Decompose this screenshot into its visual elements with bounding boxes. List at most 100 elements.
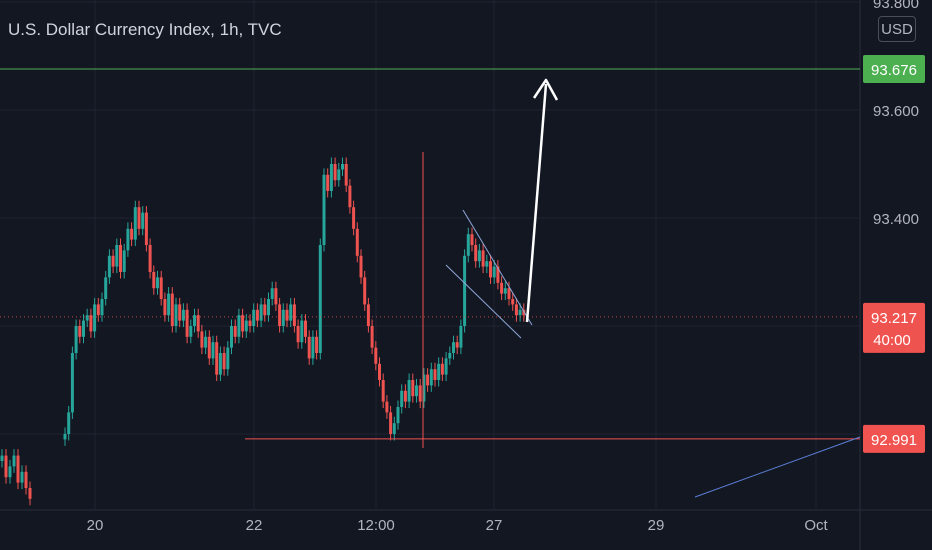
price-label-box	[863, 54, 925, 83]
projection-arrow-shaft	[525, 83, 548, 323]
candle	[96, 304, 100, 316]
candle	[503, 288, 507, 294]
x-tick-label: Oct	[804, 517, 828, 534]
candle	[481, 250, 485, 267]
candle	[444, 358, 448, 375]
candle	[311, 336, 315, 359]
projection-arrow-head	[532, 78, 559, 101]
candle	[304, 320, 307, 337]
candle	[337, 169, 341, 181]
channel-lower-line	[445, 264, 522, 339]
candle	[215, 342, 219, 375]
candle	[218, 353, 222, 375]
candle	[178, 304, 182, 321]
currency-selector[interactable]: USD	[878, 16, 916, 42]
candle	[189, 326, 193, 337]
candle	[315, 336, 319, 353]
candle	[341, 164, 344, 170]
candle	[403, 390, 407, 402]
candle	[448, 353, 452, 359]
candle	[374, 347, 378, 364]
candle	[230, 326, 233, 348]
candle	[470, 234, 474, 245]
candle	[440, 363, 444, 375]
candle	[429, 369, 433, 386]
candle	[222, 353, 226, 370]
candle	[459, 326, 463, 348]
candle	[104, 277, 108, 299]
candle	[489, 261, 492, 278]
x-tick-label: 29	[648, 517, 665, 534]
candle	[0, 455, 4, 461]
candle	[67, 412, 71, 434]
candle	[167, 293, 171, 316]
candle	[89, 315, 93, 332]
candle	[241, 315, 245, 332]
candle	[370, 326, 374, 348]
candle	[307, 336, 311, 359]
candle	[363, 277, 367, 305]
candle	[181, 309, 185, 321]
candle	[82, 320, 85, 337]
candle	[422, 374, 426, 402]
price-label-countdown: 40:00	[873, 332, 911, 349]
candle	[418, 385, 422, 402]
candle	[352, 207, 356, 229]
y-tick-label: 93.400	[873, 211, 919, 228]
candle	[122, 250, 126, 272]
candle	[141, 212, 145, 229]
candle	[507, 288, 511, 299]
candle	[522, 309, 526, 316]
candle	[426, 374, 430, 386]
candle	[207, 336, 211, 359]
candle	[130, 228, 134, 240]
candle	[85, 315, 89, 321]
candle	[174, 304, 178, 326]
candle	[248, 320, 252, 326]
x-tick-label: 22	[246, 517, 263, 534]
candle	[152, 272, 156, 289]
plot-area	[0, 0, 860, 510]
candle	[115, 245, 119, 267]
candle	[12, 455, 16, 467]
candle	[74, 326, 78, 353]
candle	[333, 164, 337, 181]
candle	[70, 353, 74, 413]
candle	[355, 228, 359, 256]
trend-line	[694, 436, 861, 498]
candle	[381, 380, 385, 402]
chart-title: U.S. Dollar Currency Index, 1h, TVC	[8, 20, 282, 39]
candle	[463, 255, 467, 326]
candle	[348, 185, 352, 208]
candle	[133, 207, 137, 240]
candle	[477, 250, 481, 262]
x-tick-label: 27	[486, 517, 503, 534]
candle	[119, 245, 122, 272]
candle	[211, 342, 215, 359]
channel-upper-line	[462, 209, 533, 326]
candle	[93, 304, 97, 332]
candle	[455, 342, 459, 348]
candle	[163, 299, 167, 316]
candle	[389, 412, 393, 434]
candle	[270, 288, 274, 299]
candle	[144, 212, 148, 245]
candle	[267, 299, 270, 316]
price-axis	[860, 0, 932, 550]
x-tick-label: 12:00	[357, 517, 395, 534]
candle	[452, 342, 455, 353]
time-axis	[0, 510, 932, 550]
candle	[24, 471, 28, 488]
candle	[233, 326, 237, 337]
candle	[411, 380, 415, 397]
candle	[16, 455, 20, 483]
candle	[500, 282, 504, 294]
candle	[137, 207, 141, 229]
candle	[514, 304, 518, 316]
candle	[392, 423, 396, 434]
candle	[159, 277, 163, 299]
candle	[300, 320, 304, 343]
candle	[289, 304, 293, 321]
